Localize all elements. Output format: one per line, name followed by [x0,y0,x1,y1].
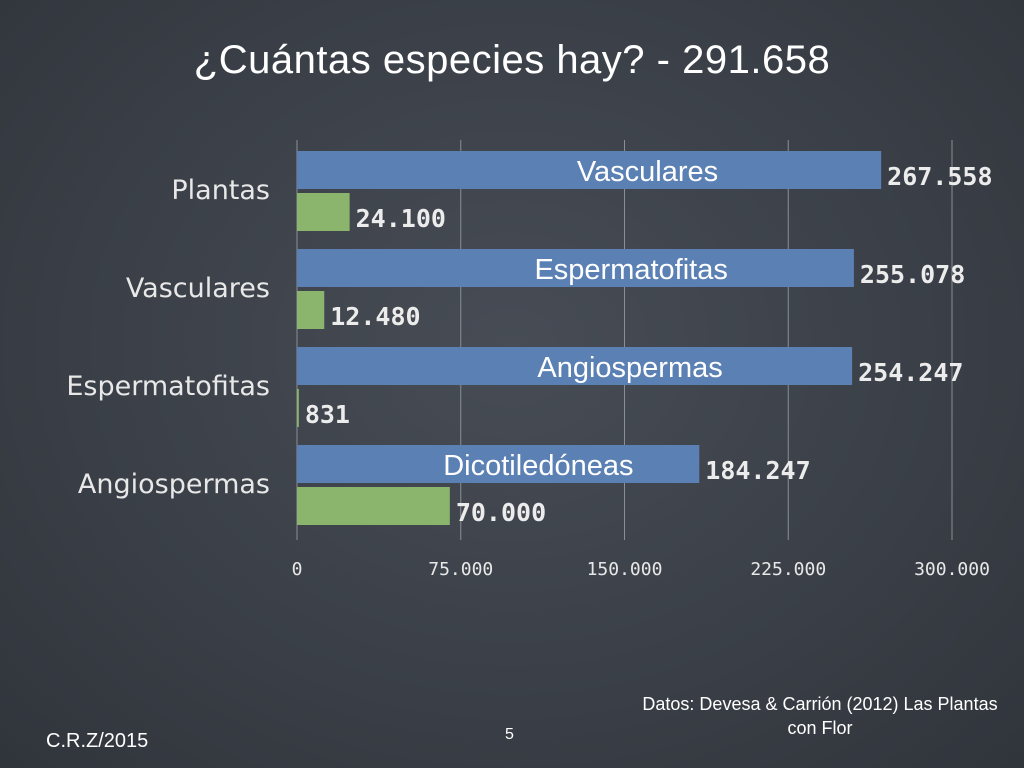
chart-ticks: 0 75.000 150.000 225.000 300.000 [292,559,990,580]
bar-blue [297,445,700,483]
x-tick-label: 225.000 [750,559,826,580]
bar-blue [297,151,882,189]
author-credit: C.R.Z/2015 [46,730,149,752]
bar-value-label: 24.100 [356,204,446,233]
bar-value-label: 70.000 [456,498,546,527]
bar-inner-label: Espermatofitas [534,254,727,286]
bar-inner-label: Dicotiledóneas [443,450,633,482]
category-label: Plantas [171,175,270,206]
category-label: Vasculares [126,273,270,304]
bar-green [297,389,299,427]
bar-value-label: 267.558 [887,162,992,191]
x-tick-label: 0 [292,559,303,580]
bar-inner-label: Vasculares [577,156,718,188]
bar-value-label: 12.480 [330,302,420,331]
bar-green [297,193,350,231]
data-source: Datos: Devesa & Carrión (2012) Las Plant… [642,694,998,738]
bar-blue [297,249,854,287]
chart-labels: Plantas Vasculares 267.558 24.100 Vasculares… [66,156,992,527]
page-title: ¿Cuántas especies hay? - 291.658 [193,38,831,82]
category-label: Espermatofitas [66,371,270,402]
chart-bars [297,151,882,525]
category-label: Angiospermas [78,469,270,500]
x-tick-label: 75.000 [428,559,493,580]
page-number: 5 [505,726,514,743]
bar-green [297,487,450,525]
x-tick-label: 150.000 [587,559,663,580]
bar-inner-label: Angiospermas [537,352,722,384]
x-tick-label: 300.000 [914,559,990,580]
bar-value-label: 831 [305,400,350,429]
bar-value-label: 254.247 [858,358,963,387]
bar-value-label: 255.078 [860,260,965,289]
bar-value-label: 184.247 [705,456,810,485]
bar-green [297,291,325,329]
bar-blue [297,347,853,385]
